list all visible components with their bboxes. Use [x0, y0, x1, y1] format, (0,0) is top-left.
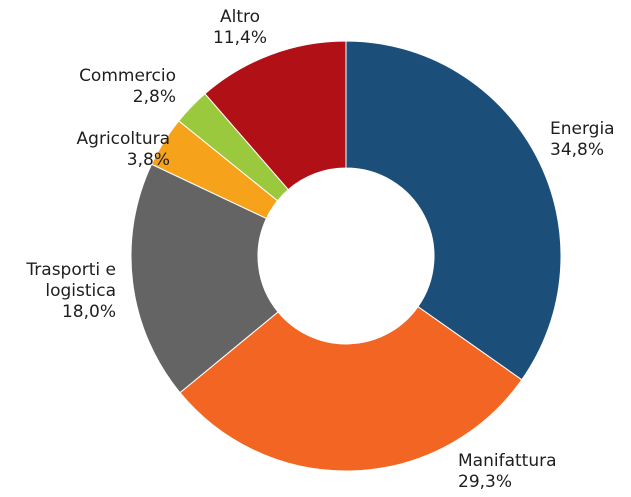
slice-label: Trasporti e logistica 18,0%: [0, 260, 116, 323]
donut-slice: [345, 40, 562, 381]
value-label: 18,0%: [61, 302, 116, 322]
slice-label: Manifattura 29,3%: [458, 451, 588, 493]
value-label: 2,8%: [132, 87, 176, 107]
donut-slice: [204, 40, 347, 191]
category-name: Altro: [219, 7, 261, 27]
category-name: Commercio: [79, 66, 176, 86]
value-label: 11,4%: [212, 28, 267, 48]
category-name: Trasporti e logistica: [26, 260, 116, 301]
value-label: 29,3%: [458, 472, 513, 492]
value-label: 3,8%: [126, 150, 170, 170]
slice-label: Energia 34,8%: [550, 119, 631, 161]
category-name: Agricoltura: [76, 129, 170, 149]
donut-slice: [179, 305, 523, 472]
slice-label: Altro 11,4%: [190, 7, 290, 49]
donut-slice: [130, 163, 279, 394]
category-name: Manifattura: [458, 451, 557, 471]
category-name: Energia: [550, 119, 615, 139]
slice-label: Agricoltura 3,8%: [0, 129, 170, 171]
value-label: 34,8%: [550, 140, 605, 160]
slice-label: Commercio 2,8%: [0, 66, 176, 108]
